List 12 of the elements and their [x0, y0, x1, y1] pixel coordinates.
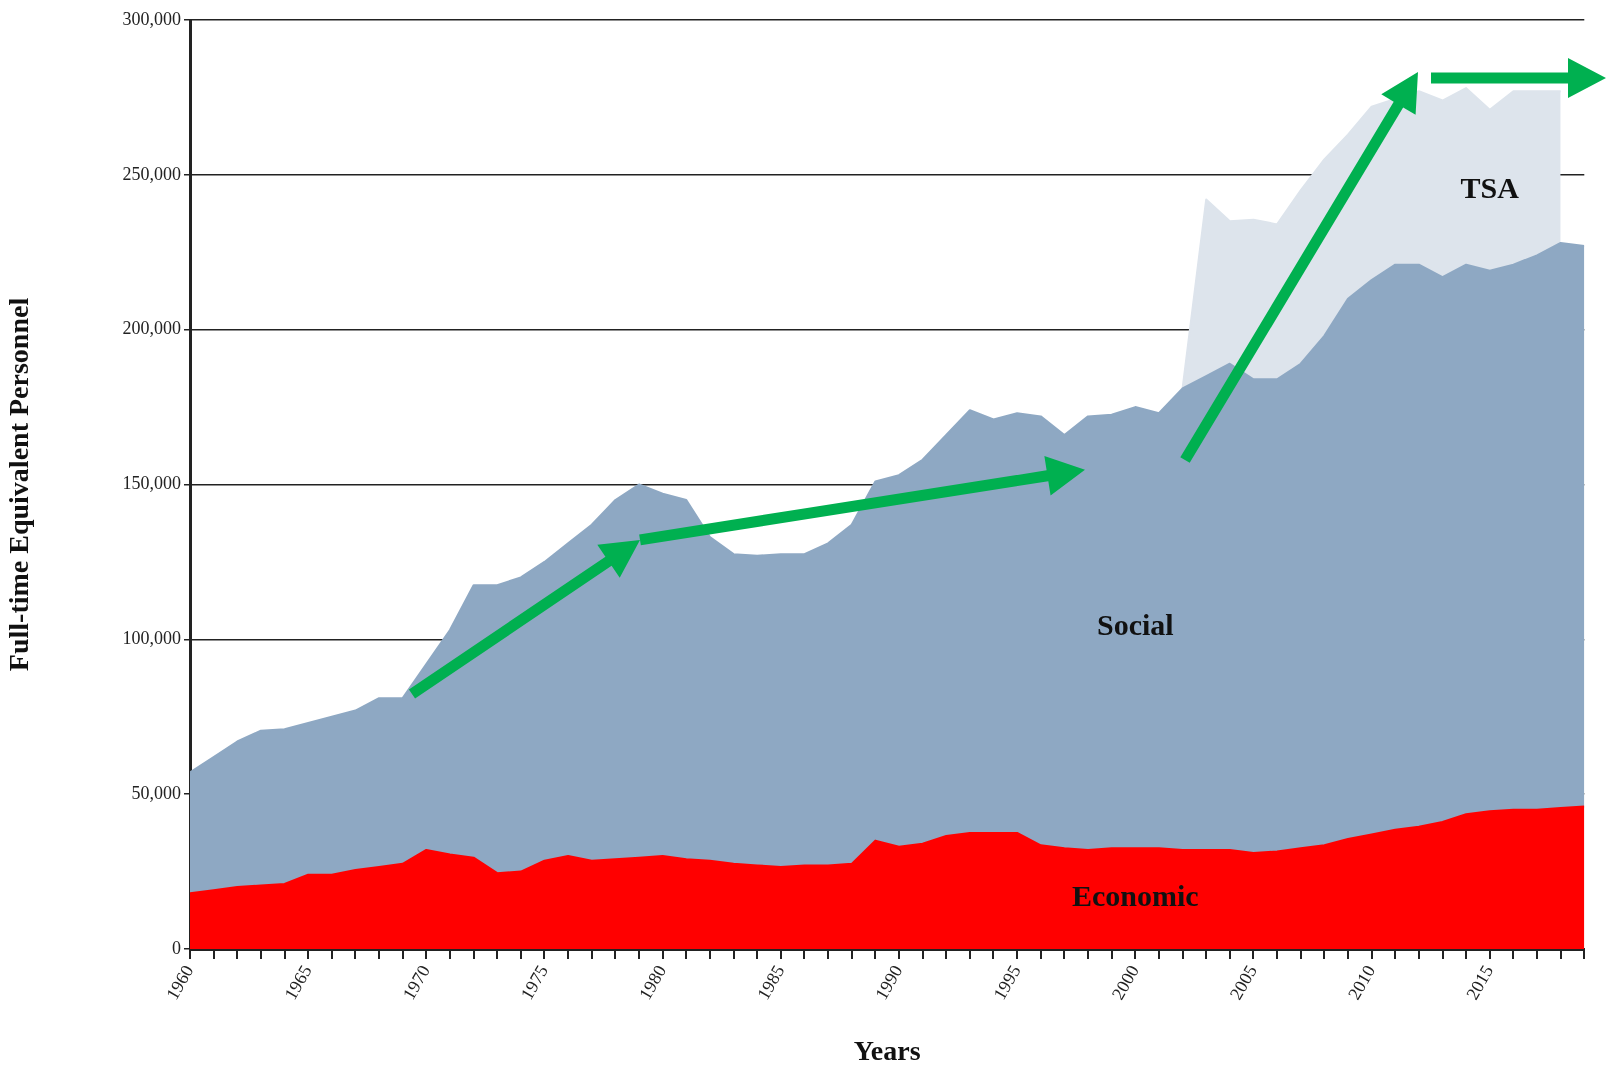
- series-label: TSA: [1460, 171, 1520, 205]
- series-label: Social: [1096, 608, 1174, 642]
- y-tick-label: 300,000: [122, 8, 181, 29]
- y-tick-label: 0: [172, 937, 181, 958]
- series-label: Economic: [1071, 879, 1199, 913]
- y-tick-label: 50,000: [131, 782, 181, 803]
- y-axis-title: Full-time Equivalent Personnel: [3, 297, 35, 672]
- y-tick-label: 200,000: [122, 318, 181, 339]
- y-tick-label: 250,000: [122, 163, 181, 184]
- y-tick-label: 150,000: [122, 473, 181, 494]
- x-axis-title: Years: [853, 1035, 921, 1067]
- y-tick-label: 100,000: [122, 628, 181, 649]
